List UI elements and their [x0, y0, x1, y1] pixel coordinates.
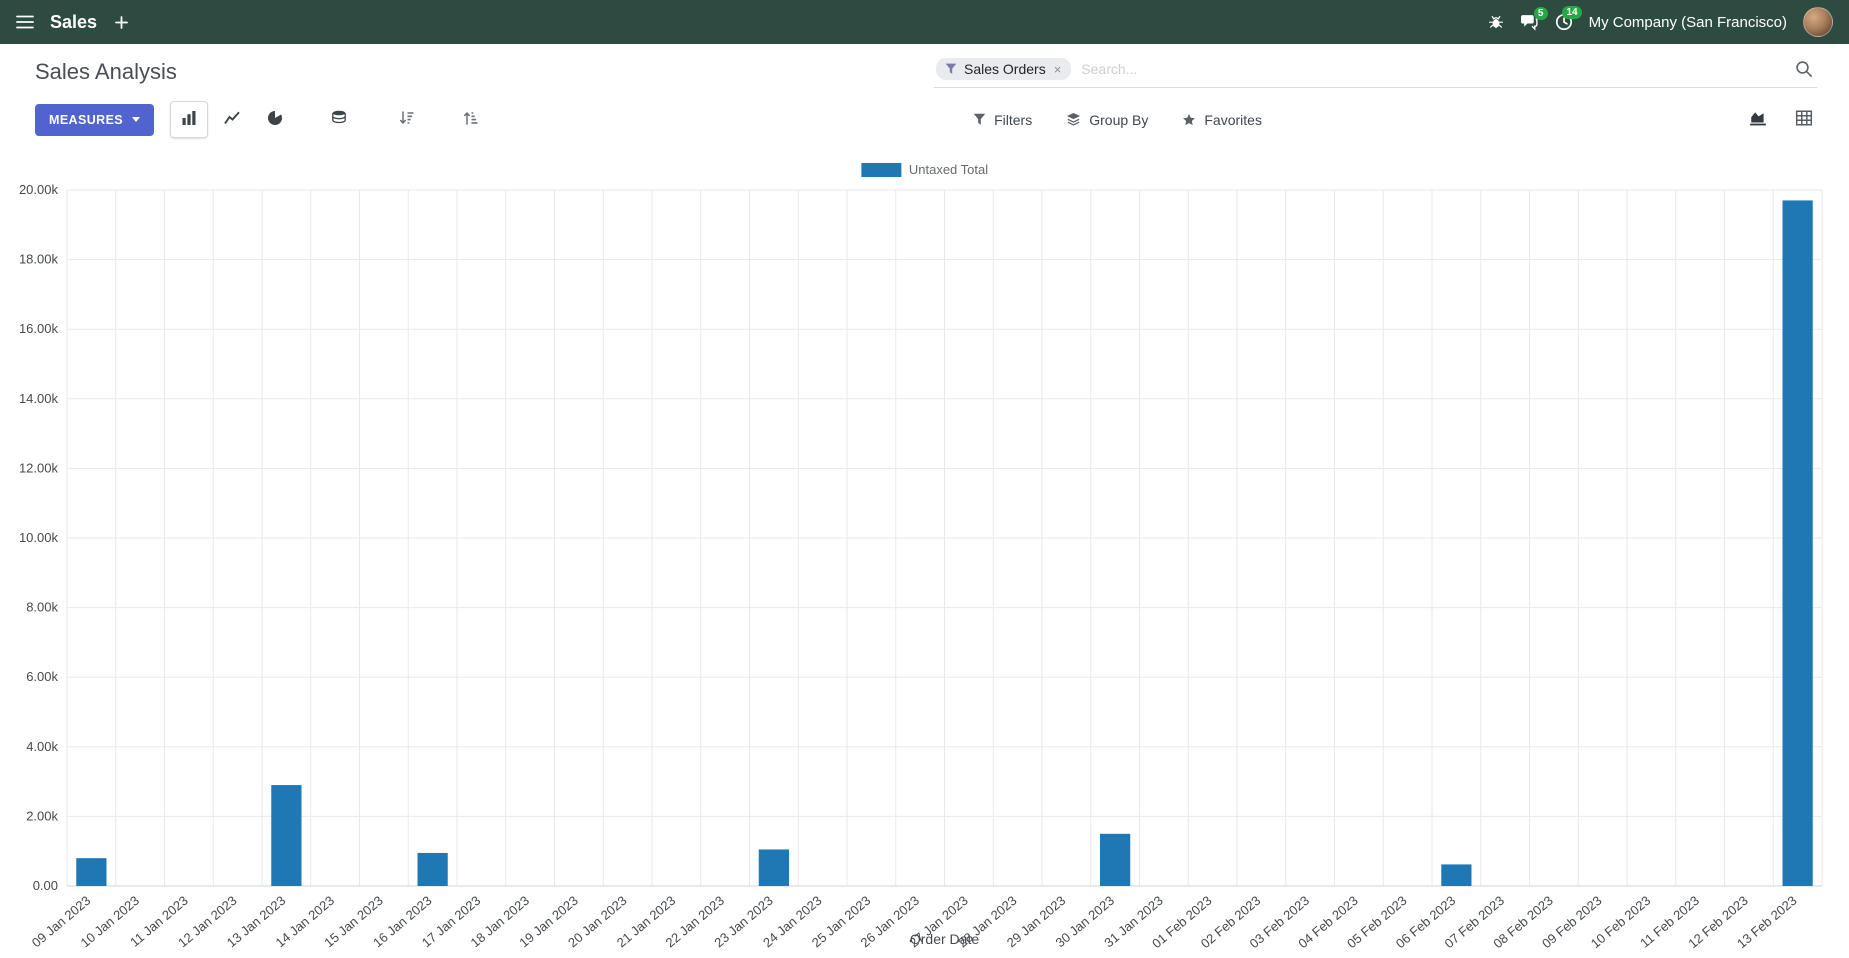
- sort-amount-asc-icon: [463, 110, 479, 129]
- search-bar[interactable]: Sales Orders ×: [934, 56, 1817, 88]
- search-icon[interactable]: [1795, 60, 1813, 78]
- pivot-view-button[interactable]: [1791, 105, 1817, 134]
- debug-button[interactable]: [1488, 14, 1504, 30]
- search-facet-label: Sales Orders: [964, 61, 1046, 77]
- apps-menu-button[interactable]: [16, 15, 34, 29]
- company-switcher[interactable]: My Company (San Francisco): [1588, 13, 1787, 31]
- y-tick-label: 6.00k: [26, 669, 58, 684]
- line-chart-button[interactable]: [213, 101, 251, 138]
- filters-button[interactable]: Filters: [973, 112, 1032, 128]
- group-by-button[interactable]: Group By: [1066, 112, 1148, 128]
- y-tick-label: 4.00k: [26, 739, 58, 754]
- y-tick-label: 18.00k: [19, 252, 59, 267]
- activities-button[interactable]: 14: [1555, 6, 1582, 31]
- measures-button[interactable]: MEASURES: [35, 103, 155, 136]
- search-input[interactable]: [1081, 61, 1785, 77]
- y-tick-label: 10.00k: [19, 530, 59, 545]
- chart-type-switcher: [170, 101, 294, 138]
- x-axis-title: Order Date: [910, 931, 979, 947]
- y-tick-label: 14.00k: [19, 391, 59, 406]
- view-switcher: [1745, 105, 1817, 134]
- hamburger-icon: [16, 15, 34, 29]
- bar-chart: 0.00 2.00k 4.00k 6.00k 8.00k 10.00k 12.00k 14.0…: [19, 182, 1823, 951]
- graph-view-button[interactable]: [1745, 105, 1771, 134]
- funnel-icon: [973, 113, 986, 126]
- activities-badge: 14: [1562, 6, 1582, 19]
- top-navbar: Sales 5 14 My Company (San Francisco): [0, 0, 1849, 44]
- pie-chart-icon: [267, 110, 283, 129]
- area-chart-icon: [1749, 109, 1767, 130]
- favorites-label: Favorites: [1204, 111, 1262, 128]
- sort-ascending-button[interactable]: [452, 101, 490, 138]
- user-avatar[interactable]: [1803, 7, 1833, 37]
- chart-legend[interactable]: Untaxed Total: [860, 162, 989, 177]
- favorites-button[interactable]: Favorites: [1182, 112, 1262, 128]
- y-tick-label: 2.00k: [26, 808, 58, 823]
- chart-bar[interactable]: [417, 852, 448, 886]
- y-tick-label: 20.00k: [19, 182, 59, 197]
- y-tick-label: 12.00k: [19, 460, 59, 475]
- caret-down-icon: [132, 117, 141, 122]
- filters-label: Filters: [994, 111, 1033, 128]
- layers-icon: [1066, 112, 1081, 127]
- grid-icon: [1795, 109, 1813, 130]
- bug-icon: [1488, 14, 1504, 30]
- bar-chart-button[interactable]: [170, 101, 209, 138]
- chart-bar[interactable]: [76, 858, 107, 886]
- search-facet-sales-orders[interactable]: Sales Orders ×: [936, 58, 1072, 80]
- line-chart-icon: [224, 110, 240, 129]
- plus-icon: [115, 15, 128, 29]
- funnel-icon: [945, 63, 957, 75]
- chart-bar[interactable]: [1782, 200, 1813, 886]
- legend-swatch: [860, 162, 901, 177]
- measures-button-label: MEASURES: [49, 112, 124, 127]
- chart-bar[interactable]: [1100, 833, 1131, 886]
- page-title: Sales Analysis: [35, 59, 177, 84]
- y-tick-label: 16.00k: [19, 321, 59, 336]
- sort-descending-button[interactable]: [388, 101, 426, 138]
- group-by-label: Group By: [1089, 111, 1149, 128]
- y-tick-label: 8.00k: [26, 600, 58, 615]
- y-tick-label: 0.00: [33, 878, 58, 893]
- search-options: Filters Group By Favorites: [973, 112, 1262, 128]
- chart-bar[interactable]: [271, 785, 302, 886]
- messages-button[interactable]: 5: [1520, 6, 1548, 31]
- control-panel: Sales Analysis Sales Orders × MEASURES: [0, 44, 1849, 146]
- chart-bar[interactable]: [1441, 864, 1472, 886]
- plus-button[interactable]: [115, 15, 128, 29]
- chart-bar[interactable]: [758, 849, 789, 886]
- app-name-menu[interactable]: Sales: [50, 11, 98, 32]
- legend-label: Untaxed Total: [908, 162, 989, 177]
- graph-view: Untaxed Total 0.00 2.00k 4.00k 6.00k 8.00k 10…: [0, 146, 1849, 958]
- database-icon: [331, 110, 347, 129]
- pie-chart-button[interactable]: [256, 101, 294, 138]
- facet-remove-button[interactable]: ×: [1053, 61, 1062, 77]
- stacked-toggle-button[interactable]: [320, 101, 358, 138]
- sort-amount-desc-icon: [399, 110, 415, 129]
- bar-chart-icon: [181, 110, 197, 129]
- messages-badge: 5: [1533, 6, 1548, 20]
- star-icon: [1182, 113, 1196, 127]
